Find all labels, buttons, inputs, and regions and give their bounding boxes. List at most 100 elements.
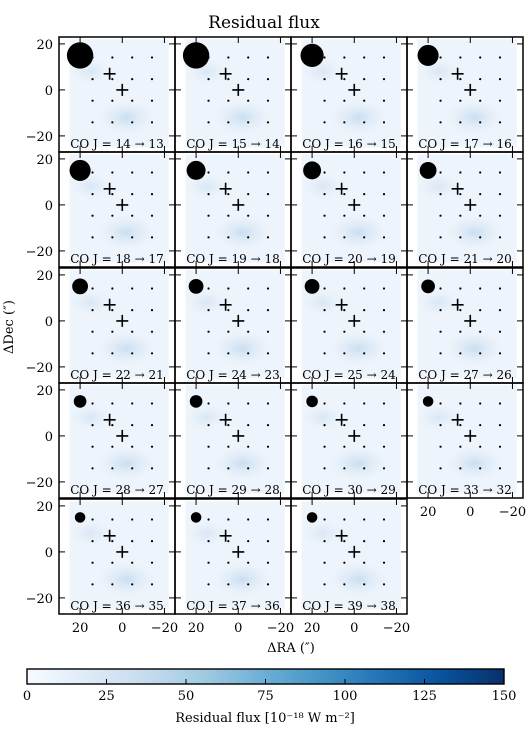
- residual-patch: [212, 214, 273, 251]
- grid-dot: [150, 445, 154, 448]
- residual-patch: [444, 330, 505, 367]
- grid-dot: [266, 287, 270, 290]
- grid-dot: [363, 56, 366, 59]
- colorbar-tick-label: 0: [23, 689, 31, 704]
- grid-dot: [111, 77, 114, 81]
- grid-dot: [439, 99, 442, 102]
- grid-dot: [498, 236, 502, 239]
- grid-dot: [150, 352, 154, 355]
- grid-dot: [439, 423, 442, 427]
- grid-dot: [266, 583, 270, 586]
- grid-dot: [150, 287, 154, 290]
- grid-dot: [131, 192, 134, 196]
- grid-dot: [227, 467, 230, 470]
- plus-marker: [335, 182, 348, 195]
- residual-patch: [96, 561, 157, 598]
- grid-dot: [363, 467, 366, 470]
- grid-dot: [150, 402, 154, 405]
- plus-marker: [116, 83, 129, 96]
- beam-marker: [190, 512, 202, 523]
- grid-dot: [498, 352, 502, 355]
- panel-17: 20 0 −20 20 0 −20 CO J = 36 → 35: [26, 498, 178, 636]
- grid-dot: [266, 214, 270, 217]
- grid-dot: [323, 423, 326, 427]
- grid-dot: [439, 214, 442, 217]
- x-tick-label: 20: [72, 621, 89, 636]
- figure-title: Residual flux: [208, 13, 320, 33]
- grid-dot: [131, 518, 134, 521]
- grid-dot: [131, 352, 134, 355]
- grid-dot: [323, 121, 326, 124]
- grid-dot: [439, 445, 442, 448]
- grid-dot: [207, 561, 210, 564]
- y-tick-label: 0: [45, 199, 53, 214]
- residual-patch: [444, 214, 505, 251]
- grid-dot: [363, 214, 366, 217]
- residual-patch: [212, 99, 273, 136]
- grid-dot: [382, 171, 386, 174]
- panel-label: CO J = 36 → 35: [70, 599, 164, 613]
- panel-18: 20 0 −20 CO J = 37 → 36: [174, 498, 294, 636]
- x-tick-label: 20: [188, 621, 205, 636]
- grid-dot: [207, 171, 210, 174]
- grid-dot: [382, 518, 386, 521]
- grid-dot: [91, 402, 94, 405]
- panel-label: CO J = 17 → 16: [418, 137, 512, 151]
- residual-patch: [328, 330, 389, 367]
- grid-dot: [91, 423, 94, 427]
- plus-marker: [335, 529, 348, 542]
- grid-dot: [247, 402, 250, 405]
- grid-dot: [91, 445, 94, 448]
- grid-dot: [343, 467, 346, 470]
- beam-marker: [69, 159, 91, 181]
- grid-dot: [479, 308, 482, 312]
- panel-11: CO J = 25 → 24: [290, 267, 408, 384]
- grid-dot: [150, 330, 154, 333]
- grid-dot: [343, 308, 346, 312]
- plus-marker: [348, 198, 361, 211]
- beam-marker: [421, 279, 435, 294]
- grid-dot: [150, 171, 154, 174]
- grid-dot: [382, 467, 386, 470]
- grid-dot: [439, 330, 442, 333]
- panel-14: CO J = 29 → 28: [174, 382, 292, 499]
- grid-dot: [247, 423, 250, 427]
- grid-dot: [207, 518, 210, 521]
- panel-frame: [406, 151, 524, 268]
- y-tick-label: 20: [36, 153, 53, 168]
- grid-dot: [323, 171, 326, 174]
- grid-dot: [382, 352, 386, 355]
- y-tick-label: 0: [45, 84, 53, 99]
- grid-dot: [247, 539, 250, 543]
- grid-dot: [323, 308, 326, 312]
- grid-dot: [266, 236, 270, 239]
- grid-dot: [131, 56, 134, 59]
- grid-dot: [266, 352, 270, 355]
- grid-dot: [227, 539, 230, 543]
- grid-dot: [498, 99, 502, 102]
- grid-dot: [150, 467, 154, 470]
- grid-dot: [150, 583, 154, 586]
- panel-8: CO J = 21 → 20: [406, 151, 524, 268]
- plus-marker: [451, 413, 464, 426]
- grid-dot: [363, 99, 366, 102]
- beam-marker: [74, 512, 86, 523]
- y-tick-label: 0: [45, 315, 53, 330]
- grid-dot: [323, 518, 326, 521]
- panel-7: CO J = 20 → 19: [290, 151, 408, 268]
- grid-dot: [247, 352, 250, 355]
- beam-marker: [72, 278, 88, 295]
- grid-dot: [382, 423, 386, 427]
- grid-dot: [363, 77, 366, 81]
- grid-dot: [382, 192, 386, 196]
- grid-dot: [150, 423, 154, 427]
- grid-dot: [207, 423, 210, 427]
- grid-dot: [227, 121, 230, 124]
- colorbar-tick-label: 75: [257, 689, 274, 704]
- grid-dot: [323, 583, 326, 586]
- grid-dot: [150, 518, 154, 521]
- grid-dot: [247, 330, 250, 333]
- panel-label: CO J = 24 → 23: [186, 368, 280, 382]
- beam-marker: [306, 395, 318, 408]
- grid-dot: [91, 308, 94, 312]
